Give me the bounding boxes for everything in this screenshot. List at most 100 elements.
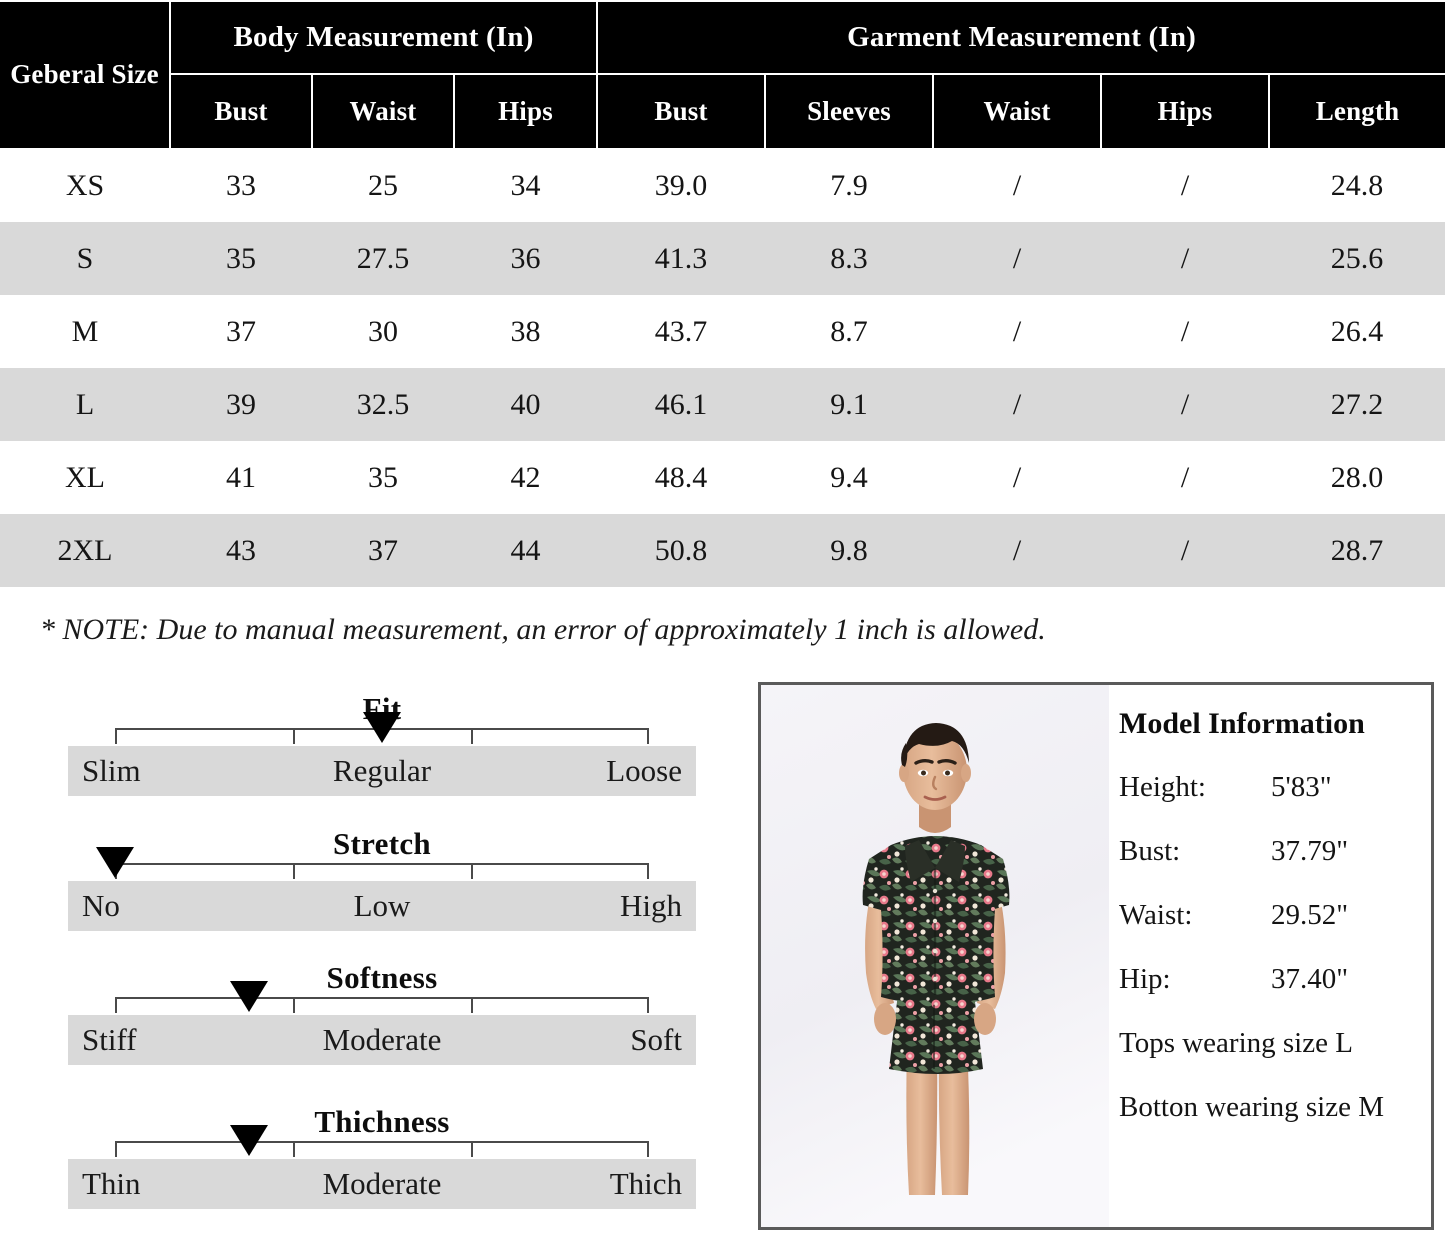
axis-tick-2 — [470, 1141, 473, 1157]
cell-body-waist: 25 — [312, 149, 454, 222]
measurement-note: * NOTE: Due to manual measurement, an er… — [40, 613, 1046, 646]
header-body-measurement: Body Measurement (In) — [170, 0, 599, 75]
cell-body-waist: 30 — [312, 295, 454, 368]
model-panel: Model Information Height: 5'83" Bust: 37… — [758, 682, 1434, 1230]
axis-tick-1 — [292, 997, 295, 1013]
slider-label-mid: Low — [353, 888, 411, 923]
model-info-row-bust: Bust: 37.79" — [1119, 835, 1431, 868]
cell-garment-length: 28.0 — [1269, 441, 1445, 514]
axis-tick-3 — [647, 1141, 649, 1157]
cell-garment-waist: / — [933, 514, 1102, 587]
header-garment-hips: Hips — [1100, 73, 1271, 150]
slider-bar-thickness: Thin Moderate Thich — [68, 1159, 696, 1209]
slider-axis-stretch — [96, 847, 649, 881]
attribute-sliders: Fit Slim Regular Loose Stretch No Low — [0, 690, 740, 1235]
cell-garment-sleeves: 7.9 — [765, 149, 934, 222]
model-info-title: Model Information — [1119, 707, 1365, 740]
cell-garment-hips: / — [1101, 441, 1270, 514]
cell-garment-sleeves: 8.7 — [765, 295, 934, 368]
model-info-row-height: Height: 5'83" — [1119, 771, 1431, 804]
slider-title-thickness: Thichness — [314, 1104, 450, 1139]
cell-body-bust: 43 — [170, 514, 312, 587]
model-info-row-waist: Waist: 29.52" — [1119, 899, 1431, 932]
table-row: L 39 32.5 40 46.1 9.1 / / 27.2 — [0, 368, 1445, 441]
axis-line — [115, 1141, 649, 1143]
model-label-hip: Hip: — [1119, 963, 1171, 995]
model-value-hip: 37.40" — [1271, 963, 1349, 995]
cell-garment-length: 28.7 — [1269, 514, 1445, 587]
cell-garment-length: 26.4 — [1269, 295, 1445, 368]
cell-garment-bust: 39.0 — [597, 149, 766, 222]
header-body-waist: Waist — [311, 73, 455, 150]
model-value-bust: 37.79" — [1271, 835, 1349, 867]
axis-tick-3 — [647, 728, 649, 744]
cell-body-hips: 38 — [454, 295, 598, 368]
slider-axis-thickness — [115, 1125, 649, 1159]
axis-tick-2 — [470, 728, 473, 744]
cell-body-waist: 37 — [312, 514, 454, 587]
cell-garment-waist: / — [933, 295, 1102, 368]
axis-line — [115, 863, 649, 865]
cell-garment-bust: 46.1 — [597, 368, 766, 441]
cell-body-bust: 39 — [170, 368, 312, 441]
cell-size: M — [0, 295, 170, 368]
cell-garment-hips: / — [1101, 514, 1270, 587]
slider-axis-fit — [115, 712, 649, 746]
axis-tick-2 — [470, 863, 473, 879]
cell-body-hips: 40 — [454, 368, 598, 441]
slider-label-mid: Moderate — [322, 1022, 442, 1057]
slider-label-right: Loose — [606, 753, 682, 788]
table-sub-header-row: Bust Waist Hips Bust Sleeves Waist Hips … — [0, 73, 1445, 150]
cell-body-bust: 37 — [170, 295, 312, 368]
cell-body-hips: 44 — [454, 514, 598, 587]
slider-softness: Softness Stiff Moderate Soft — [68, 959, 696, 1065]
model-bottom-size-note: Botton wearing size M — [1119, 1091, 1384, 1123]
model-value-height: 5'83" — [1271, 771, 1332, 803]
cell-garment-bust: 41.3 — [597, 222, 766, 295]
model-photo — [761, 685, 1109, 1227]
model-label-bust: Bust: — [1119, 835, 1181, 867]
size-chart-table: Geberal Size Body Measurement (In) Garme… — [0, 0, 1445, 587]
header-body-bust: Bust — [169, 73, 313, 150]
slider-label-mid: Moderate — [322, 1166, 442, 1201]
cell-body-waist: 32.5 — [312, 368, 454, 441]
cell-garment-hips: / — [1101, 368, 1270, 441]
cell-garment-waist: / — [933, 222, 1102, 295]
cell-garment-hips: / — [1101, 295, 1270, 368]
model-info-row-hip: Hip: 37.40" — [1119, 963, 1431, 996]
slider-marker-thickness[interactable] — [229, 1125, 268, 1156]
model-value-waist: 29.52" — [1271, 899, 1349, 931]
table-row: XL 41 35 42 48.4 9.4 / / 28.0 — [0, 441, 1445, 514]
cell-garment-bust: 48.4 — [597, 441, 766, 514]
header-garment-length: Length — [1268, 73, 1445, 150]
axis-tick-1 — [292, 1141, 295, 1157]
cell-body-bust: 41 — [170, 441, 312, 514]
slider-marker-fit[interactable] — [363, 712, 401, 743]
table-row: 2XL 43 37 44 50.8 9.8 / / 28.7 — [0, 514, 1445, 587]
header-general-size: Geberal Size — [0, 0, 171, 150]
cell-garment-hips: / — [1101, 222, 1270, 295]
slider-stretch: Stretch No Low High — [68, 825, 696, 931]
slider-marker-softness[interactable] — [229, 981, 268, 1012]
axis-tick-0 — [115, 728, 117, 744]
table-row: S 35 27.5 36 41.3 8.3 / / 25.6 — [0, 222, 1445, 295]
cell-garment-waist: / — [933, 368, 1102, 441]
axis-tick-2 — [470, 997, 473, 1013]
cell-body-hips: 34 — [454, 149, 598, 222]
cell-garment-length: 24.8 — [1269, 149, 1445, 222]
slider-label-mid: Regular — [332, 753, 432, 788]
slider-title-stretch: Stretch — [333, 826, 431, 861]
table-group-header-row: Geberal Size Body Measurement (In) Garme… — [0, 0, 1445, 150]
cell-size: L — [0, 368, 170, 441]
axis-tick-1 — [292, 728, 295, 744]
table-row: M 37 30 38 43.7 8.7 / / 26.4 — [0, 295, 1445, 368]
slider-marker-stretch[interactable] — [96, 847, 134, 878]
cell-garment-sleeves: 8.3 — [765, 222, 934, 295]
axis-tick-3 — [647, 997, 649, 1013]
slider-title-softness: Softness — [326, 960, 438, 995]
model-label-height: Height: — [1119, 771, 1206, 803]
slider-label-right: High — [620, 888, 682, 923]
size-chart-body: XS 33 25 34 39.0 7.9 / / 24.8 S 35 27.5 … — [0, 149, 1445, 587]
cell-size: XL — [0, 441, 170, 514]
cell-body-bust: 33 — [170, 149, 312, 222]
